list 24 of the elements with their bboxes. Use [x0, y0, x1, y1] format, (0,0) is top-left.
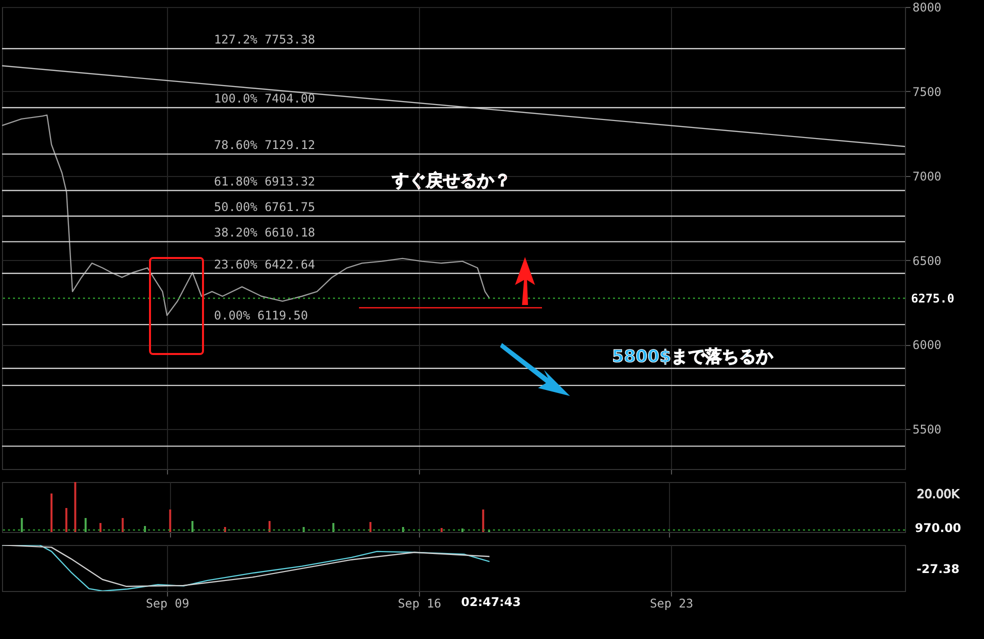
ref-line-label: 61.80% 6913.32 [214, 174, 316, 188]
y-tick-label: 8000 [912, 0, 942, 14]
ref-line-label: 78.60% 7129.12 [214, 138, 316, 152]
text: -27.38 [916, 562, 960, 576]
ref-line-label: 23.60% 6422.64 [214, 257, 316, 272]
ref-line-label: 100.0% 7404.00 [214, 92, 316, 106]
annotation: 5800$まで落ちるか [612, 347, 774, 367]
text: 20.00K [916, 487, 960, 501]
ref-line-label: 0.00% 6119.50 [214, 308, 308, 323]
ref-line-label: 38.20% 6610.18 [214, 226, 316, 240]
ref-line-label: 6275.0 [911, 291, 954, 306]
y-tick-label: 7500 [912, 84, 942, 99]
x-tick-label: Sep 16 [398, 596, 442, 610]
y-tick-label: 6000 [912, 338, 942, 352]
y-tick-label: 7000 [912, 169, 942, 184]
y-tick-label: 5500 [912, 422, 942, 437]
annotation: すぐ戻せるか？ [391, 171, 511, 191]
text: 970.00 [914, 521, 962, 535]
text: 02:47:43 [461, 595, 521, 609]
ref-line-label: 127.2% 7753.38 [214, 32, 316, 47]
x-tick-label: Sep 09 [146, 596, 190, 610]
ref-line-label: 50.00% 6761.75 [214, 200, 316, 214]
y-tick-label: 6500 [912, 254, 942, 268]
x-tick-label: Sep 23 [650, 596, 694, 610]
